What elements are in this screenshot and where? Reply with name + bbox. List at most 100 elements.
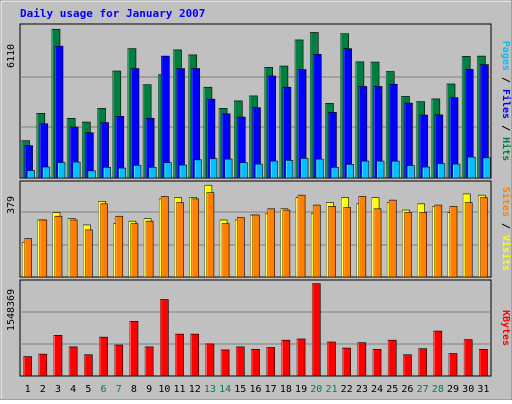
day-label-20: 20 xyxy=(310,384,322,395)
panel-2-bar-sites-24 xyxy=(373,208,382,278)
axis-label-files: Files xyxy=(500,89,512,119)
panel-1-bar-files-10 xyxy=(161,55,170,179)
panel-3-bar-kbytes-16 xyxy=(251,348,260,377)
day-label-2: 2 xyxy=(40,384,46,395)
day-label-12: 12 xyxy=(189,384,201,395)
panel-1-bar-pages-11 xyxy=(179,164,187,179)
axis-label-kbytes: KBytes xyxy=(500,310,511,346)
axis-label-sites: Sites xyxy=(500,187,512,217)
day-label-18: 18 xyxy=(280,384,292,395)
panel-1-bar-pages-10 xyxy=(164,162,172,179)
panel-3-bar-kbytes-23 xyxy=(357,342,367,377)
panel-2-bar-sites-4 xyxy=(69,219,78,278)
axis-label-pages: Pages xyxy=(500,41,511,71)
panel-2-bar-sites-7 xyxy=(115,215,124,278)
panel-1-bar-pages-25 xyxy=(391,160,400,179)
panel-1-bar-pages-20 xyxy=(315,158,324,179)
panel-3-bar-kbytes-19 xyxy=(296,338,306,377)
day-label-22: 22 xyxy=(341,384,353,395)
day-label-10: 10 xyxy=(158,384,170,395)
panel-3-bar-kbytes-2 xyxy=(38,353,48,377)
panel-3-bar-kbytes-17 xyxy=(266,347,275,377)
panel-1-bar-pages-15 xyxy=(240,162,248,179)
panel-3-bar-kbytes-28 xyxy=(433,330,443,377)
panel-2-axis-label: Sites / Visits xyxy=(500,187,512,271)
panel-1-bar-pages-5 xyxy=(88,170,96,179)
panel-2-ymax-label: 379 xyxy=(6,196,17,214)
panel-3-bar-kbytes-10 xyxy=(160,299,169,377)
panel-2-bar-sites-16 xyxy=(252,214,260,278)
panel-2-bar-sites-20 xyxy=(312,204,321,278)
panel-3-bar-kbytes-30 xyxy=(463,339,473,377)
panel-2-bar-sites-8 xyxy=(130,223,139,278)
panel-2-bar-sites-3 xyxy=(54,215,63,278)
panel-2-bar-sites-5 xyxy=(85,229,93,278)
panel-2-bar-sites-12 xyxy=(191,198,200,278)
axis-label-separator: / xyxy=(500,119,511,137)
panel-3-bar-kbytes-11 xyxy=(175,333,184,377)
panel-2-bar-sites-2 xyxy=(39,219,48,278)
day-label-31: 31 xyxy=(477,384,489,395)
day-label-1: 1 xyxy=(25,384,31,395)
panel-3-bar-kbytes-15 xyxy=(236,346,245,377)
axis-label-separator: / xyxy=(500,71,511,89)
panel-2-bar-sites-26 xyxy=(404,212,412,278)
panel-3-bar-kbytes-31 xyxy=(479,348,488,377)
panel-3-bar-kbytes-8 xyxy=(129,321,139,377)
panel-1-bar-pages-24 xyxy=(376,160,385,179)
panel-2-bar-sites-17 xyxy=(267,208,275,278)
panel-3-bar-kbytes-13 xyxy=(205,343,215,377)
panel-1-bar-pages-2 xyxy=(42,166,51,179)
day-label-7: 7 xyxy=(116,384,122,395)
panel-1-bar-pages-18 xyxy=(285,160,294,179)
panel-2-bar-sites-29 xyxy=(449,206,458,278)
day-label-25: 25 xyxy=(386,384,398,395)
panel-2-bar-sites-22 xyxy=(343,207,351,278)
panel-1-ymax-label: 6110 xyxy=(6,44,17,68)
panel-1-bar-pages-6 xyxy=(103,167,111,179)
panel-3-bar-kbytes-3 xyxy=(53,335,63,377)
panel-3-bar-kbytes-9 xyxy=(144,346,154,377)
panel-2-bar-sites-30 xyxy=(464,202,473,278)
panel-1-bar-pages-4 xyxy=(72,161,81,179)
panel-1-axis-label: Pages / Files / Hits xyxy=(500,41,512,161)
day-label-6: 6 xyxy=(101,384,107,395)
panel-2-bar-sites-9 xyxy=(145,220,154,278)
day-label-16: 16 xyxy=(249,384,261,395)
day-label-14: 14 xyxy=(219,384,231,395)
day-label-11: 11 xyxy=(174,384,186,395)
panel-2-bar-sites-27 xyxy=(419,212,427,278)
panel-3-bar-kbytes-29 xyxy=(448,353,458,377)
day-label-3: 3 xyxy=(55,384,61,395)
day-label-29: 29 xyxy=(447,384,459,395)
panel-2-bar-sites-6 xyxy=(100,203,108,278)
panel-3-bar-kbytes-22 xyxy=(342,347,351,377)
day-label-15: 15 xyxy=(234,384,246,395)
axis-label-visits: Visits xyxy=(500,235,512,271)
panel-2-bar-sites-11 xyxy=(176,202,184,278)
panel-1-bar-files-11 xyxy=(176,68,185,179)
panel-1-bar-pages-3 xyxy=(57,162,66,179)
panel-1-bar-pages-8 xyxy=(133,165,142,179)
panel-3-bar-kbytes-25 xyxy=(387,339,397,377)
panel-1-bar-pages-30 xyxy=(467,156,476,179)
panel-2-bar-sites-10 xyxy=(161,196,169,278)
day-label-21: 21 xyxy=(325,384,337,395)
panel-1-bar-pages-14 xyxy=(224,158,233,179)
panel-2-bar-sites-1 xyxy=(24,238,32,278)
panel-3-axis-label: KBytes xyxy=(500,310,511,346)
panel-3-bar-kbytes-24 xyxy=(372,348,382,377)
panel-1-bar-pages-19 xyxy=(300,158,309,179)
panel-1-bar-pages-22 xyxy=(346,164,354,179)
day-label-30: 30 xyxy=(462,384,474,395)
panel-1-bar-pages-16 xyxy=(255,163,263,179)
panel-3-bar-kbytes-4 xyxy=(68,346,78,377)
panel-3-bar-kbytes-21 xyxy=(327,341,336,377)
panel-1-bar-pages-7 xyxy=(118,167,127,179)
panel-2-bar-sites-21 xyxy=(328,206,336,278)
panel-1-bar-pages-28 xyxy=(437,163,446,179)
panel-3-bar-kbytes-18 xyxy=(281,339,291,377)
panel-3-bar-kbytes-27 xyxy=(418,348,427,377)
panel-2-bar-sites-31 xyxy=(480,197,488,278)
panel-1-bar-pages-13 xyxy=(209,158,218,179)
